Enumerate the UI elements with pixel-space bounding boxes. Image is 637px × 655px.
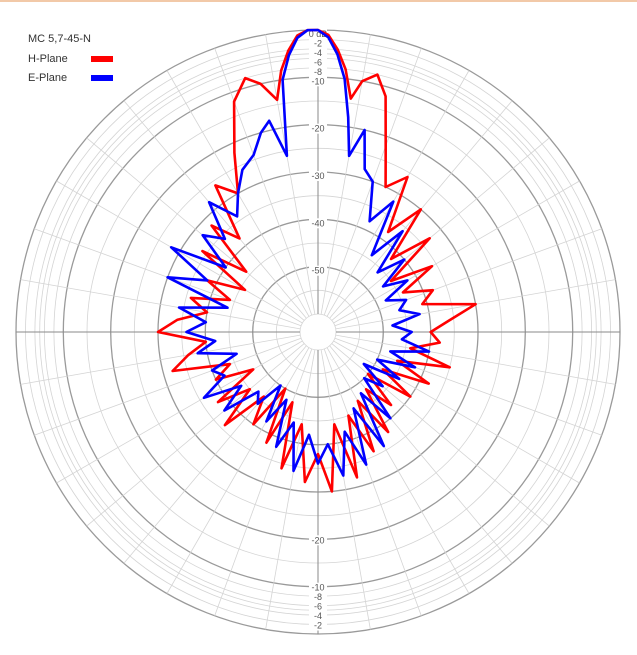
- grid-spoke: [56, 340, 303, 484]
- tick-label-bg: [309, 123, 327, 134]
- grid-spoke: [123, 345, 307, 564]
- radial-tick-label: -30: [311, 171, 324, 181]
- grid-spoke: [326, 70, 470, 317]
- tick-label-bg: [309, 620, 327, 631]
- grid-spoke: [34, 337, 302, 436]
- grid-spoke: [329, 345, 513, 564]
- radial-tick-label: -20: [311, 535, 324, 545]
- grid-spoke: [333, 340, 580, 484]
- radial-tick-label: -4: [314, 611, 322, 621]
- grid-spoke: [331, 137, 550, 321]
- radial-tick-label: -10: [311, 583, 324, 593]
- tick-label-bg: [309, 535, 327, 546]
- tick-label-bg: [309, 171, 327, 181]
- grid-spoke: [214, 348, 313, 616]
- grid-spoke: [334, 228, 602, 327]
- radial-tick-label: -4: [314, 48, 322, 58]
- grid-ring: [299, 313, 337, 351]
- tick-label-bg: [309, 265, 327, 276]
- tick-label-bg: [309, 76, 327, 87]
- tick-label-bg: [309, 57, 327, 68]
- radial-tick-label: -50: [311, 266, 324, 276]
- tick-label-bg: [309, 611, 327, 622]
- radial-tick-label: -6: [314, 57, 322, 67]
- grid-spoke: [265, 349, 316, 630]
- chart-title: MC 5,7-45-N: [28, 33, 91, 45]
- tick-label-bg: [309, 218, 327, 229]
- tick-label-bg: [309, 29, 327, 39]
- grid-spoke: [20, 334, 301, 385]
- grid-spoke: [265, 34, 316, 315]
- grid-spoke: [56, 180, 303, 324]
- tick-label-bg: [309, 592, 327, 603]
- radial-tick-label: -2: [314, 39, 322, 49]
- radial-tick-label: -40: [311, 218, 324, 228]
- legend-label-e-plane: E-Plane: [28, 72, 67, 84]
- legend-swatch-h-plane: [91, 56, 113, 62]
- grid-spoke: [333, 180, 580, 324]
- tick-label-bg: [309, 38, 327, 49]
- series-line-e-plane: [166, 28, 431, 477]
- radial-tick-label: -8: [314, 67, 322, 77]
- radial-tick-label: 0 dB: [309, 29, 328, 39]
- legend-swatch-e-plane: [91, 75, 113, 81]
- grid-spoke: [326, 347, 470, 594]
- grid-spoke: [123, 100, 307, 319]
- grid-spoke: [320, 349, 371, 630]
- grid-spoke: [20, 279, 301, 330]
- tick-label-bg: [309, 47, 327, 58]
- radial-tick-label: -6: [314, 602, 322, 612]
- tick-label-bg: [309, 601, 327, 612]
- radial-tick-label: -20: [311, 124, 324, 134]
- radial-tick-label: -8: [314, 592, 322, 602]
- grid-spoke: [335, 334, 616, 385]
- grid-spoke: [334, 337, 602, 436]
- grid-spoke: [214, 48, 313, 316]
- grid-spoke: [323, 348, 422, 616]
- radial-tick-label: -10: [311, 76, 324, 86]
- tick-label-bg: [309, 582, 327, 593]
- grid-spoke: [86, 137, 305, 321]
- legend: MC 5,7-45-N H-Plane E-Plane: [28, 33, 113, 84]
- grid-spoke: [86, 343, 305, 527]
- radial-tick-label: -2: [314, 621, 322, 631]
- tick-label-bg: [309, 66, 327, 77]
- radial-tick-labels: 0 dB-2-4-6-8-10-20-30-40-50-20-10-8-6-4-…: [309, 29, 328, 631]
- legend-label-h-plane: H-Plane: [28, 53, 68, 65]
- series-layer: [156, 28, 477, 493]
- series-line-h-plane: [156, 28, 477, 493]
